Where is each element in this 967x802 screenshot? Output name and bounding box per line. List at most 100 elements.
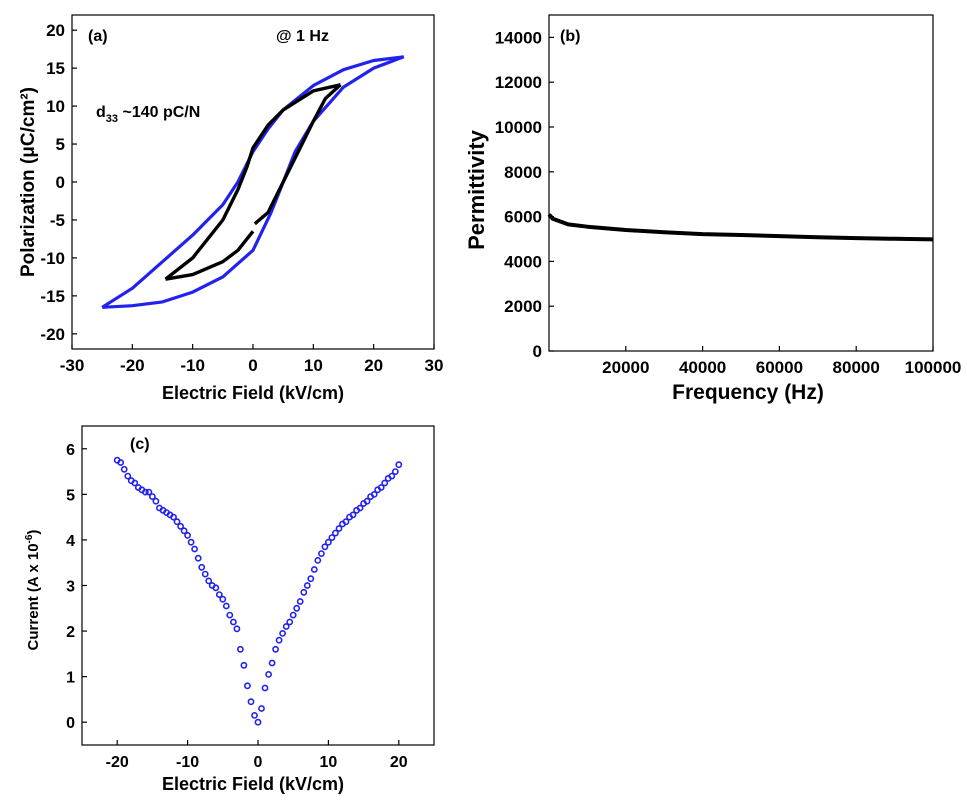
y-tick-label: 2	[66, 624, 75, 641]
current-data-point	[331, 529, 339, 537]
x-tick-label: 20	[364, 356, 383, 375]
current-data-point	[265, 671, 272, 678]
current-data-point	[187, 538, 195, 546]
current-data-point	[240, 661, 248, 669]
current-data-point	[293, 604, 301, 612]
x-tick-label: 20000	[602, 358, 649, 377]
panel-label-b: (b)	[560, 28, 580, 45]
x-tick-label: 20	[390, 754, 408, 771]
current-data-point	[219, 595, 227, 603]
y-axis-label-c-sup: -6	[24, 534, 35, 543]
x-tick-label: 40000	[679, 358, 726, 377]
y-tick-label: 8000	[504, 163, 542, 182]
y-tick-label: 10000	[495, 118, 542, 137]
current-data-point	[349, 511, 357, 519]
d33-value: ~140 pC/N	[118, 104, 200, 121]
y-tick-label: -15	[40, 287, 65, 306]
y-tick-label: 0	[56, 173, 65, 192]
current-data-point	[180, 527, 188, 535]
x-tick-label: -10	[176, 754, 199, 771]
current-data-point	[381, 479, 389, 487]
permittivity-line	[547, 213, 934, 242]
current-data-point	[275, 636, 283, 644]
current-data-point	[261, 684, 269, 692]
current-data-point	[131, 479, 139, 487]
current-data-point	[226, 611, 234, 619]
x-tick-label: -20	[120, 356, 145, 375]
current-data-point	[251, 712, 258, 719]
y-tick-label: 6000	[504, 208, 542, 227]
y-tick-label: -10	[40, 249, 65, 268]
current-data-point	[177, 522, 184, 530]
current-data-point	[222, 602, 230, 610]
ticks-a: -30 -20 -10 0 10 20 30 -20 -15 -10 -5 0 5 10 15 20	[40, 21, 443, 375]
frequency-annotation: @ 1 Hz	[276, 28, 329, 45]
current-data-point	[229, 618, 237, 626]
current-data-point	[314, 557, 322, 564]
current-data-point	[215, 591, 223, 598]
current-data-point	[307, 575, 315, 583]
x-tick-label: -30	[60, 356, 85, 375]
current-data-point	[388, 472, 396, 480]
current-data-point	[194, 554, 202, 562]
current-data-point	[328, 534, 336, 541]
x-tick-label: -10	[180, 356, 205, 375]
current-data-point	[272, 645, 279, 653]
current-data-point	[310, 566, 318, 573]
x-tick-label: -20	[106, 754, 129, 771]
y-tick-label: 15	[46, 59, 65, 78]
current-data-point	[152, 497, 160, 505]
current-data-point	[324, 538, 332, 546]
y-tick-label: 0	[533, 342, 542, 361]
x-tick-label: 10	[304, 356, 323, 375]
current-data-point	[212, 584, 220, 592]
current-data-point	[191, 545, 198, 553]
x-tick-label: 60000	[756, 358, 803, 377]
current-data-point	[335, 525, 343, 532]
hysteresis-outer-upper-branch	[101, 55, 404, 309]
y-tick-label: 5	[66, 487, 75, 504]
hysteresis-inner-lower-branch-2	[165, 230, 255, 281]
current-data-point	[233, 625, 241, 633]
current-data-point	[363, 497, 371, 505]
plot-frame-c	[81, 425, 435, 746]
current-data-point	[117, 459, 125, 466]
d33-subscript: 33	[106, 113, 118, 125]
current-data-point	[173, 518, 181, 526]
current-data-point	[236, 645, 244, 653]
current-data-point	[148, 493, 156, 500]
x-tick-label: 10	[320, 754, 338, 771]
x-tick-label: 0	[248, 356, 257, 375]
current-data-point	[303, 582, 311, 589]
current-data-point	[289, 611, 297, 619]
x-tick-label: 100000	[905, 358, 962, 377]
current-data-point	[170, 513, 177, 521]
y-axis-label-c-main: Current (A x 10	[25, 543, 42, 650]
plot-frame-b	[548, 14, 934, 352]
panel-label-c: (c)	[130, 436, 150, 453]
y-tick-label: 10	[46, 97, 65, 116]
d33-symbol: d	[96, 104, 106, 121]
current-data-point	[300, 588, 308, 596]
y-tick-label: 4000	[504, 252, 542, 271]
current-data-point	[205, 577, 213, 585]
hysteresis-inner-lower-branch	[253, 83, 342, 226]
panel-label-a: (a)	[88, 28, 108, 45]
current-data-point	[342, 518, 350, 526]
current-data-point	[258, 705, 265, 712]
current-data-point	[243, 682, 251, 690]
y-tick-label: 20	[46, 21, 65, 40]
y-tick-label: 2000	[504, 297, 542, 316]
x-tick-label: 30	[425, 356, 444, 375]
current-data-point	[184, 532, 191, 539]
y-tick-label: 12000	[495, 73, 542, 92]
panel-c: -20 -10 0 10 20 0 1 2 3 4 5 6 (c) Electric Field (k…	[24, 425, 435, 794]
y-tick-label: 1	[66, 670, 75, 687]
hysteresis-inner-upper-branch	[164, 83, 341, 281]
y-axis-label-c-end: )	[25, 530, 42, 535]
panel-b: 20000 40000 60000 80000 100000 0 2000 4000 6000 8…	[464, 14, 962, 404]
ticks-c: -20 -10 0 10 20 0 1 2 3 4 5 6	[66, 442, 408, 771]
y-axis-label-a: Polarization (μC/cm²)	[18, 87, 39, 277]
